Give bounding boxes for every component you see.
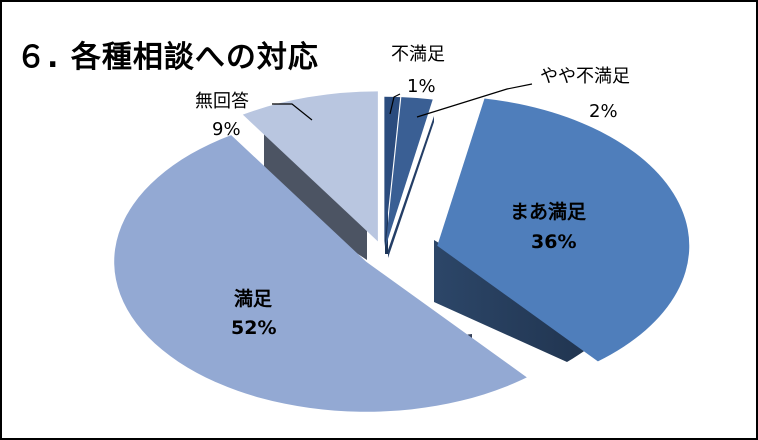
slice-labels: 不満足 1% やや不満足 2% 無回答 9% まあ満足 36% 満足 52% xyxy=(195,44,630,339)
leader-line-somewhat-dissatisfied xyxy=(416,83,533,118)
slice-side-no-answer xyxy=(264,130,367,260)
label-dissatisfied: 不満足 xyxy=(391,44,445,65)
percent-dissatisfied: 1% xyxy=(407,76,436,97)
slice-top-mostly-satisfied xyxy=(437,98,690,362)
slice-top-dissatisfied xyxy=(384,96,401,247)
percent-satisfied: 52% xyxy=(231,317,276,339)
percent-mostly-satisfied: 36% xyxy=(531,231,576,253)
leader-lines xyxy=(272,83,533,121)
leader-line-dissatisfied xyxy=(389,93,401,115)
slice-top-satisfied xyxy=(114,135,527,412)
slice-top-no-answer xyxy=(242,91,378,242)
leader-line-no-answer xyxy=(272,103,313,121)
label-satisfied: 満足 xyxy=(234,288,273,310)
label-no-answer: 無回答 xyxy=(195,91,249,112)
slice-top-somewhat-dissatisfied xyxy=(385,97,433,247)
label-somewhat-dissatisfied: やや不満足 xyxy=(540,66,630,87)
percent-somewhat-dissatisfied: 2% xyxy=(589,101,618,122)
chart-title: ６. 各種相談への対応 xyxy=(16,40,319,75)
pie-top-faces xyxy=(114,91,690,412)
label-mostly-satisfied: まあ満足 xyxy=(510,201,587,223)
slice-side-somewhat-dissatisfied xyxy=(388,116,434,258)
percent-no-answer: 9% xyxy=(212,119,241,140)
